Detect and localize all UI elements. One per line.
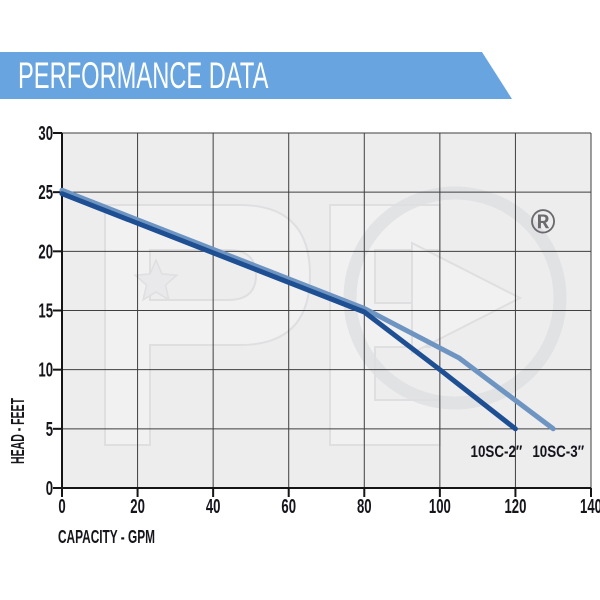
watermark-arrow-icon <box>411 241 523 355</box>
x-tick-label: 0 <box>58 496 65 518</box>
y-tick-label: 15 <box>38 301 53 323</box>
x-tick-label: 140 <box>580 496 600 518</box>
watermark-star-icon <box>133 258 179 302</box>
y-tick-label: 0 <box>46 478 53 500</box>
y-tick-label: 5 <box>46 419 53 441</box>
y-tick-label: 20 <box>38 241 53 263</box>
y-tick-label: 10 <box>38 360 53 382</box>
x-tick-label: 40 <box>206 496 221 518</box>
series-label-2: 10SC-3″ <box>532 442 584 461</box>
y-tick-label: 30 <box>38 123 53 145</box>
x-axis-title: CAPACITY - GPM <box>58 527 155 547</box>
series-label-1: 10SC-2″ <box>471 442 523 461</box>
section-banner: PERFORMANCE DATA <box>0 52 512 99</box>
y-axis-title: HEAD - FEET <box>8 398 28 464</box>
x-tick-label: 120 <box>504 496 526 518</box>
series-line-2 <box>59 187 556 432</box>
section-title: PERFORMANCE DATA <box>18 55 269 96</box>
y-tick-label: 25 <box>38 182 53 204</box>
watermark-letter-d <box>343 186 567 410</box>
series-line-1 <box>59 191 518 432</box>
registered-trademark-icon: ® <box>530 203 555 241</box>
x-tick-label: 80 <box>357 496 372 518</box>
x-tick-label: 100 <box>429 496 451 518</box>
x-tick-label: 60 <box>281 496 296 518</box>
x-tick-label: 20 <box>130 496 145 518</box>
